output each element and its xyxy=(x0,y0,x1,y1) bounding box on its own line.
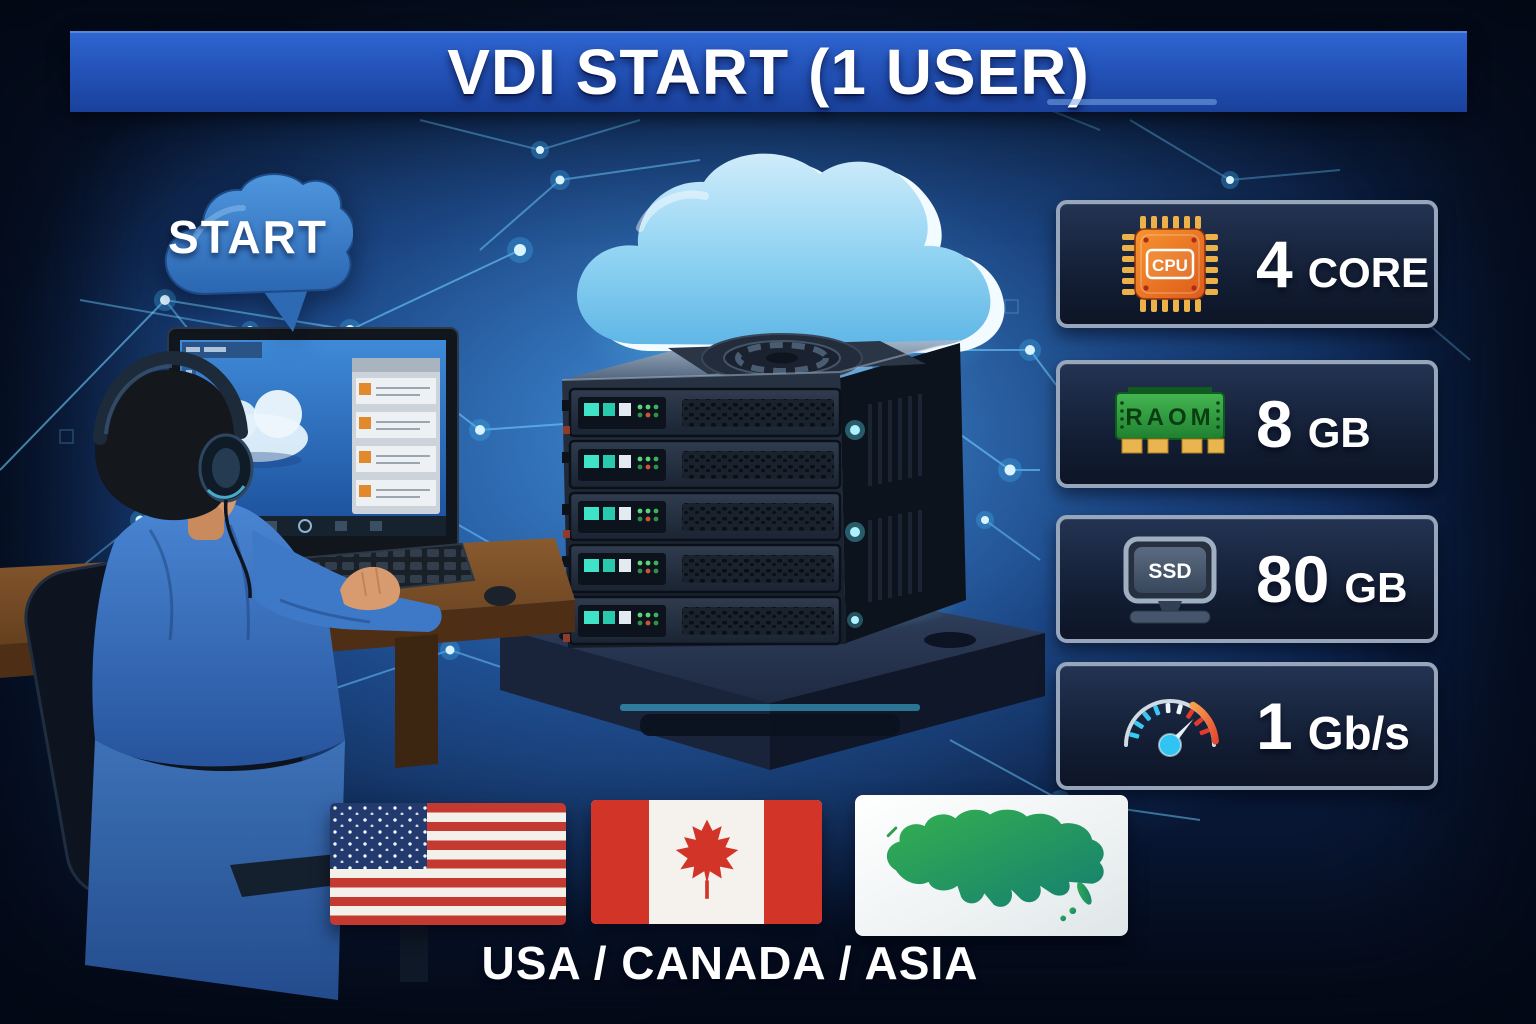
ssd-drive-icon: SSD xyxy=(1123,536,1217,624)
mouse xyxy=(484,586,516,606)
ssd-value: 80 xyxy=(1256,542,1330,616)
regions-caption: USA / CANADA / ASIA xyxy=(481,937,979,989)
usa-flag xyxy=(330,803,566,925)
hand xyxy=(340,566,401,611)
maple-leaf-icon xyxy=(675,819,738,899)
bandwidth-value: 1 xyxy=(1256,689,1293,763)
asia-map-flag xyxy=(855,795,1128,936)
title-banner: VDI START (1 USER) xyxy=(70,31,1467,112)
cpu-value: 4 xyxy=(1256,227,1293,301)
cpu-unit: CORE xyxy=(1307,249,1430,296)
speedometer-icon xyxy=(1124,698,1219,757)
cloud-3d-icon xyxy=(577,153,1005,353)
usa-stars-canton xyxy=(330,803,427,869)
spec-box-cpu: CPU 4 CORE xyxy=(1056,200,1438,328)
cloud-server-illustration xyxy=(500,153,1045,770)
spec-box-ram: RAOM 8 GB xyxy=(1056,360,1438,488)
canada-flag xyxy=(591,800,822,924)
canada-left-bar xyxy=(591,800,649,924)
canada-right-bar xyxy=(764,800,822,924)
page-title: VDI START (1 USER) xyxy=(447,35,1090,108)
cpu-chip-label: CPU xyxy=(1152,256,1188,275)
rack-units xyxy=(562,387,842,646)
screen-window xyxy=(352,358,440,514)
user-workstation-illustration xyxy=(0,327,575,1000)
side-port-lights xyxy=(845,420,865,628)
spec-box-ssd: SSD 80 GB xyxy=(1056,515,1438,643)
ssd-unit: GB xyxy=(1344,564,1408,611)
ssd-drive-label: SSD xyxy=(1148,560,1191,583)
server-stack xyxy=(561,333,966,648)
cpu-chip-icon: CPU xyxy=(1122,216,1218,312)
speech-cloud-icon xyxy=(164,172,353,332)
ram-module-label: RAOM xyxy=(1125,404,1214,431)
spec-box-bandwidth: 1 Gb/s xyxy=(1056,662,1438,790)
banner-highlight xyxy=(1047,99,1217,105)
ram-module-icon: RAOM xyxy=(1115,387,1225,454)
ram-value: 8 xyxy=(1256,387,1293,461)
bandwidth-unit: Gb/s xyxy=(1307,707,1410,759)
start-label: START xyxy=(168,211,328,263)
headphones-icon xyxy=(93,350,254,599)
asia-continent-icon xyxy=(886,809,1104,922)
start-cloud-bubble: START xyxy=(143,146,353,338)
ram-unit: GB xyxy=(1307,409,1371,456)
person-at-desk xyxy=(85,350,442,1000)
